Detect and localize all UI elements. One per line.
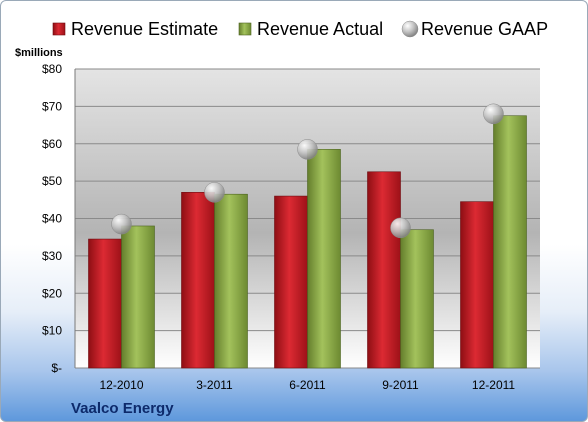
legend-label-revenue-estimate: Revenue Estimate — [71, 19, 218, 39]
bar-revenue-estimate-12-2011 — [460, 201, 494, 369]
x-tick-label: 9-2011 — [382, 378, 419, 392]
y-tick-label: $40 — [42, 212, 62, 226]
x-tick-label: 12-2011 — [472, 378, 515, 392]
bar-revenue-actual-12-2011 — [493, 115, 527, 369]
marker-revenue-gaap-12-2010 — [111, 213, 132, 235]
x-tick-label: 3-2011 — [196, 378, 233, 392]
bar-revenue-actual-9-2011 — [400, 229, 434, 369]
bar-revenue-estimate-6-2011 — [274, 195, 308, 369]
x-tick-label: 6-2011 — [289, 378, 326, 392]
marker-revenue-gaap-3-2011 — [204, 182, 225, 203]
bar-revenue-actual-12-2010 — [121, 225, 155, 369]
bar-revenue-estimate-9-2011 — [367, 171, 401, 369]
y-tick-label: $30 — [42, 249, 62, 263]
y-tick-label: $20 — [42, 286, 62, 300]
bars-layer — [88, 115, 527, 369]
y-axis-ticks: $- $10 $20 $30 $40 $50 $60 $70 $80 — [42, 62, 62, 375]
legend-label-revenue-actual: Revenue Actual — [257, 19, 383, 39]
bar-revenue-actual-3-2011 — [214, 193, 248, 369]
x-tick-label: 12-2010 — [99, 378, 143, 392]
legend-swatch-revenue-estimate — [52, 22, 66, 36]
company-name: Vaalco Energy — [71, 400, 174, 417]
y-axis-unit-label: $millions — [15, 47, 63, 59]
legend: Revenue Estimate Revenue Actual Revenue GA… — [52, 19, 548, 39]
legend-label-revenue-gaap: Revenue GAAP — [421, 19, 548, 39]
legend-swatch-revenue-actual — [238, 22, 252, 36]
y-tick-label: $60 — [42, 137, 62, 151]
y-tick-label: $10 — [42, 324, 62, 338]
y-tick-label: $70 — [42, 99, 62, 113]
marker-revenue-gaap-9-2011 — [390, 217, 411, 239]
x-axis-ticks: 12-2010 3-2011 6-2011 9-2011 12-2011 — [99, 378, 515, 392]
legend-swatch-revenue-gaap — [401, 20, 419, 38]
y-tick-label: $- — [51, 361, 62, 375]
bar-revenue-estimate-3-2011 — [181, 192, 215, 369]
bar-revenue-estimate-12-2010 — [88, 238, 122, 369]
y-tick-label: $50 — [42, 174, 62, 188]
marker-revenue-gaap-12-2011 — [483, 103, 504, 125]
markers-layer — [111, 103, 504, 239]
y-tick-label: $80 — [42, 62, 62, 76]
marker-revenue-gaap-6-2011 — [297, 139, 318, 160]
bar-revenue-actual-6-2011 — [307, 149, 341, 369]
